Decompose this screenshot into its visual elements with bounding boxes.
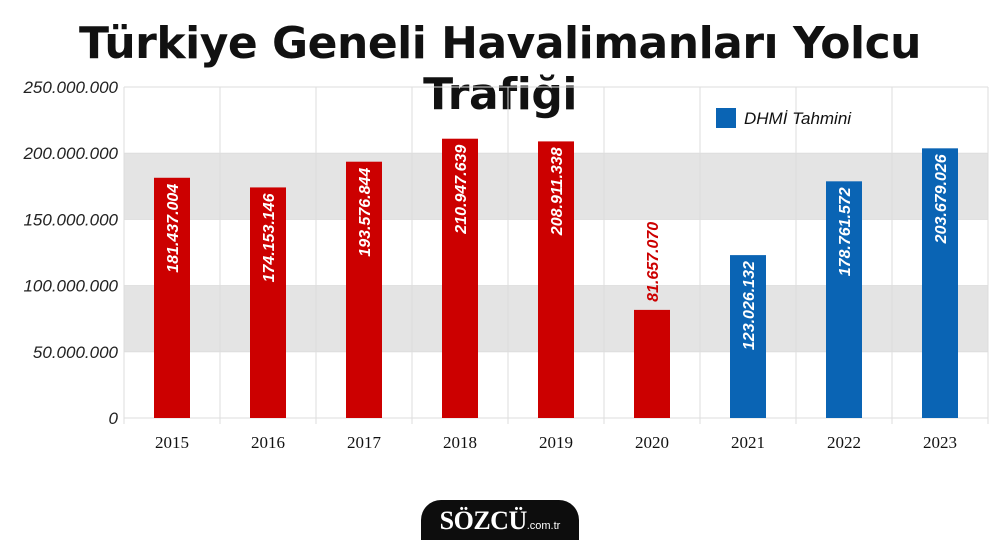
x-axis: 2015 2016 2017 2018 2019 2020 2021 2022 2023 (155, 433, 957, 452)
sozcu-logo: SÖZCÜ.com.tr (421, 500, 579, 540)
bar-2023 (922, 148, 958, 418)
value-label-2017: 193.576.844 (357, 168, 374, 257)
x-tick-label: 2021 (731, 433, 765, 452)
logo-brand: SÖZCÜ (439, 506, 528, 535)
y-tick-label: 100.000.000 (23, 277, 118, 296)
y-tick-label: 0 (109, 409, 119, 428)
bar-2017 (346, 161, 382, 418)
x-tick-label: 2022 (827, 433, 861, 452)
value-label-2015: 181.437.004 (165, 184, 182, 273)
bar-2015 (154, 177, 190, 418)
logo-domain: .com.tr (526, 520, 561, 532)
x-tick-label: 2019 (539, 433, 573, 452)
y-axis: 0 50.000.000 100.000.000 150.000.000 200.000… (22, 78, 118, 428)
x-tick-label: 2017 (347, 433, 382, 452)
bar-chart: 0 50.000.000 100.000.000 150.000.000 200.000… (22, 78, 989, 452)
y-tick-label: 250.000.000 (22, 78, 118, 97)
value-label-2018: 210.947.639 (453, 145, 470, 235)
value-label-2022: 178.761.572 (837, 187, 854, 276)
bar-2018 (442, 138, 478, 418)
y-tick-label: 50.000.000 (33, 343, 119, 362)
value-label-2021: 123.026.132 (741, 261, 758, 350)
legend: DHMİ Tahmini (716, 108, 852, 128)
bar-2021 (730, 255, 766, 418)
x-tick-label: 2015 (155, 433, 189, 452)
x-tick-label: 2018 (443, 433, 477, 452)
bar-2019 (538, 141, 574, 419)
x-tick-label: 2023 (923, 433, 957, 452)
value-label-2023: 203.679.026 (933, 154, 950, 244)
y-tick-label: 150.000.000 (23, 210, 118, 229)
value-label-2019: 208.911.338 (549, 147, 566, 236)
bar-2022 (826, 181, 862, 418)
legend-swatch (716, 108, 736, 128)
bar-2020 (634, 309, 670, 418)
bars: 181.437.004 174.153.146 193.576.844 210.947… (154, 138, 958, 419)
value-label-2016: 174.153.146 (261, 193, 278, 282)
y-tick-label: 200.000.000 (22, 144, 118, 163)
bar-2016 (250, 187, 286, 418)
legend-label: DHMİ Tahmini (744, 109, 852, 128)
x-tick-label: 2020 (635, 433, 669, 452)
x-tick-label: 2016 (251, 433, 285, 452)
chart-title: Türkiye Geneli Havalimanları Yolcu Trafi… (79, 18, 921, 120)
value-label-2020: 81.657.070 (645, 222, 662, 302)
